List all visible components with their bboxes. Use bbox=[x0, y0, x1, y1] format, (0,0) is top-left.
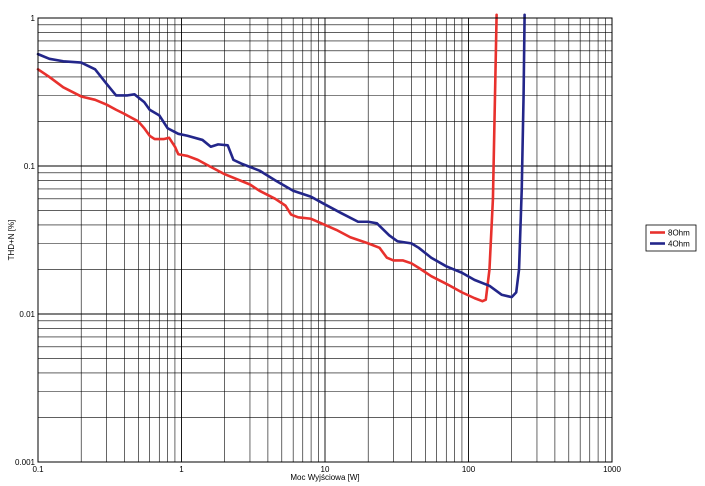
y-tick-label: 0.1 bbox=[24, 162, 36, 171]
y-axis-ticks: 0.001 0.01 0.1 1 bbox=[15, 14, 36, 467]
x-tick-label: 10 bbox=[321, 465, 330, 474]
series-line-4ohm bbox=[36, 13, 526, 299]
series-line-8ohm bbox=[36, 13, 498, 303]
chart-series-layer bbox=[36, 13, 526, 303]
x-tick-label: 100 bbox=[462, 465, 476, 474]
x-axis-title: Moc Wyjściowa [W] bbox=[290, 473, 359, 482]
plot-frame bbox=[37, 17, 613, 463]
y-axis-title: THD+N [%] bbox=[7, 220, 16, 261]
x-tick-label: 1 bbox=[179, 465, 184, 474]
x-axis-ticks: 0.1 1 10 100 1000 bbox=[32, 465, 621, 474]
chart-grid bbox=[37, 18, 612, 463]
x-tick-label: 0.1 bbox=[32, 465, 44, 474]
legend-box bbox=[645, 224, 697, 252]
legend: 8Ohm 4Ohm bbox=[645, 224, 697, 252]
y-tick-label: 1 bbox=[31, 14, 36, 23]
legend-label-8ohm: 8Ohm bbox=[668, 229, 690, 238]
y-tick-label: 0.001 bbox=[15, 458, 36, 467]
legend-label-4ohm: 4Ohm bbox=[668, 240, 690, 249]
y-tick-label: 0.01 bbox=[19, 310, 35, 319]
x-tick-label: 1000 bbox=[603, 465, 621, 474]
